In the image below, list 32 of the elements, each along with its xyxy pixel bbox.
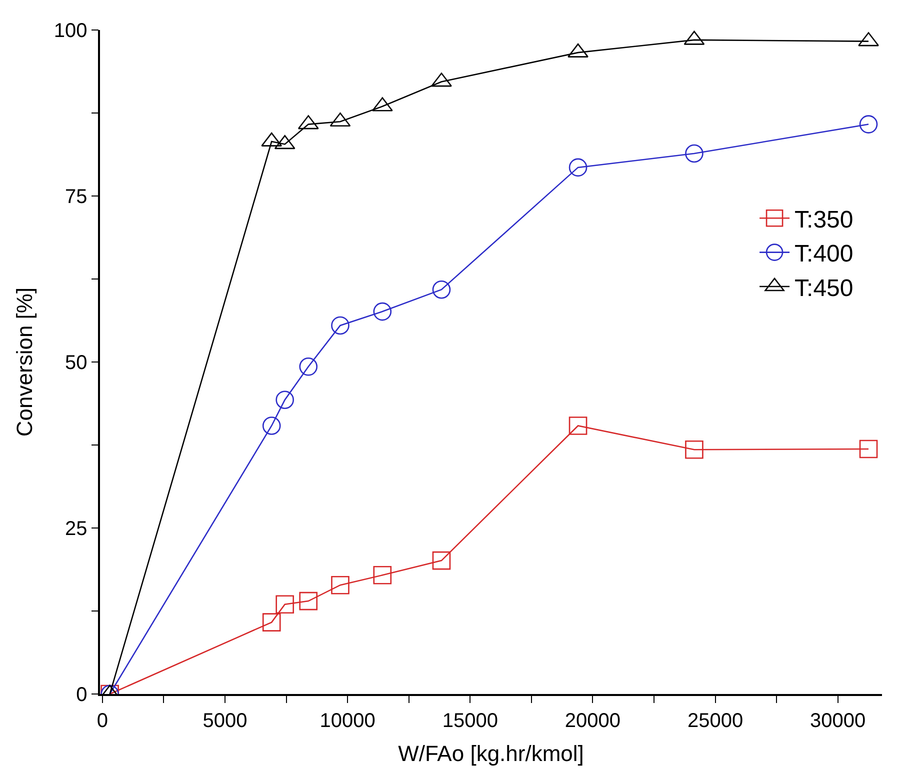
y-tick-label: 50 — [65, 352, 88, 374]
legend-label: T:450 — [794, 274, 854, 302]
point — [276, 390, 294, 409]
x-axis-title: W/FAo [kg.hr/kmol] — [398, 741, 584, 766]
point — [299, 358, 318, 376]
point — [276, 595, 294, 614]
point — [685, 440, 704, 459]
point — [331, 576, 350, 594]
point — [859, 440, 878, 458]
point — [262, 416, 281, 435]
x-tick-label: 5000 — [202, 710, 248, 732]
y-tick-label: 100 — [54, 20, 88, 42]
point — [262, 613, 281, 632]
point — [568, 416, 588, 435]
y-tick-label: 0 — [76, 684, 88, 706]
x-tick-label: 25000 — [687, 710, 744, 732]
legend-label: T:350 — [794, 206, 854, 234]
point — [432, 280, 451, 299]
y-tick-label: 25 — [65, 518, 88, 540]
point — [331, 316, 350, 335]
x-tick-label: 10000 — [320, 710, 376, 732]
x-tick-label: 30000 — [810, 710, 866, 732]
legend-label: T:400 — [794, 240, 854, 268]
point — [373, 566, 392, 584]
point — [373, 302, 392, 321]
x-tick-label: 15000 — [442, 710, 498, 732]
point — [299, 592, 318, 610]
y-axis-title: Conversion [%] — [12, 287, 38, 437]
point — [432, 551, 451, 570]
x-tick-label: 20000 — [564, 710, 621, 732]
y-tick-label: 75 — [65, 186, 88, 208]
x-tick-label: 0 — [96, 710, 108, 732]
